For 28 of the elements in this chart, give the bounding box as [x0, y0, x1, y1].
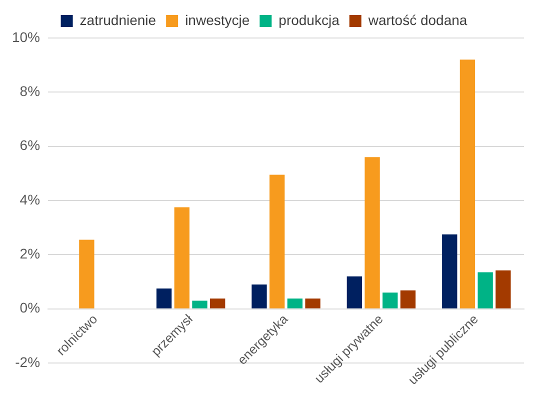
legend-label: inwestycje — [185, 12, 250, 28]
bar — [210, 298, 226, 308]
y-tick-label: 0% — [20, 300, 40, 316]
bar — [382, 292, 398, 308]
bar — [496, 270, 511, 308]
bar — [252, 284, 267, 308]
bar — [460, 60, 476, 308]
bar — [442, 234, 458, 308]
legend-label: zatrudnienie — [80, 12, 156, 28]
legend-label: produkcja — [278, 12, 340, 28]
bar — [156, 288, 172, 308]
bar — [287, 298, 303, 308]
bar — [400, 290, 416, 308]
y-tick-label: 6% — [20, 137, 40, 154]
y-tick-label: -2% — [15, 354, 40, 370]
legend-label: wartość dodana — [367, 12, 468, 28]
bar — [346, 276, 362, 308]
bar — [305, 298, 320, 308]
y-tick-label: 4% — [20, 191, 40, 208]
y-tick-label: 8% — [20, 83, 40, 100]
bar — [270, 174, 285, 308]
y-tick-label: 2% — [20, 246, 40, 262]
bar — [79, 240, 94, 308]
bar — [478, 272, 493, 308]
bar — [364, 157, 380, 308]
bar — [192, 300, 208, 308]
bar — [174, 207, 190, 308]
y-tick-label: 10% — [12, 28, 40, 45]
